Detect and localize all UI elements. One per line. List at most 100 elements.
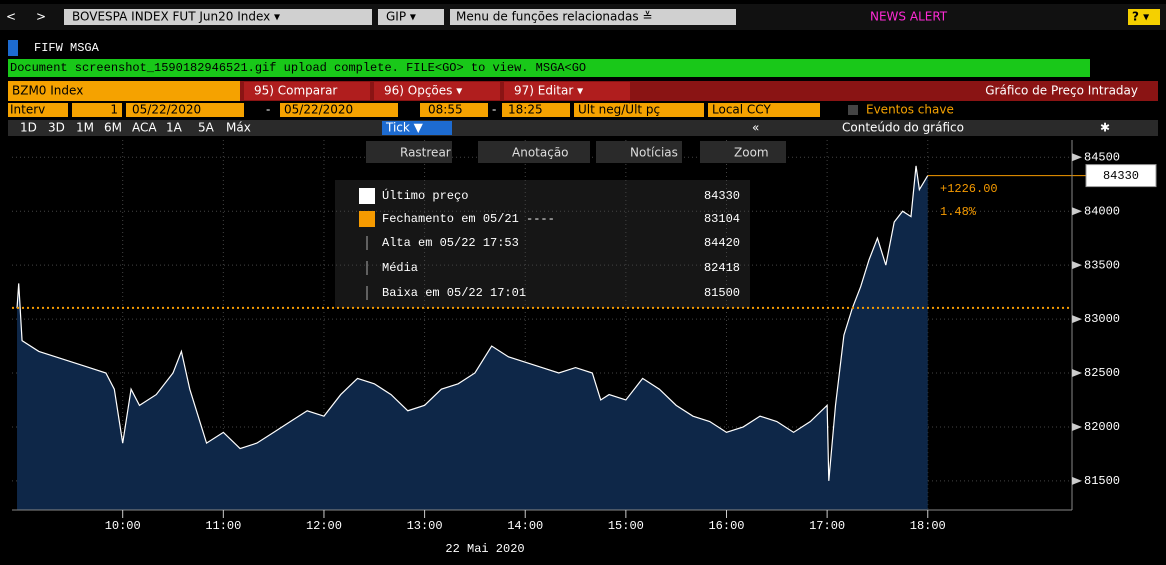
x-tick-label: 18:00 xyxy=(910,519,946,533)
tool[interactable]: Notícias xyxy=(630,146,678,160)
related[interactable]: Menu de funções relacionadas ≚ xyxy=(456,10,652,24)
events[interactable]: Eventos chave xyxy=(866,103,954,117)
menu-item[interactable]: 96) Opções ▾ xyxy=(384,84,462,98)
menu-button[interactable] xyxy=(244,82,370,100)
range-bar xyxy=(8,120,1158,136)
menu-item[interactable]: 97) Editar ▾ xyxy=(514,84,583,98)
start-date[interactable]: 05/22/2020 xyxy=(132,103,201,117)
last-price: 84330 xyxy=(1103,169,1139,183)
start-time[interactable]: 08:55 xyxy=(428,103,463,117)
tool[interactable]: Rastrear xyxy=(400,146,451,160)
y-tick xyxy=(1072,153,1082,162)
forward[interactable]: > xyxy=(36,10,46,24)
separator: - xyxy=(266,103,270,117)
start-time-box[interactable] xyxy=(420,103,488,117)
last-change: +1226.00 xyxy=(940,182,998,196)
legend-value: 84330 xyxy=(704,189,740,203)
y-tick-label: 84500 xyxy=(1084,150,1120,164)
legend-label: Último preço xyxy=(382,188,468,203)
page-title: Gráfico de Preço Intraday xyxy=(985,84,1138,98)
range-button[interactable]: 3D xyxy=(48,121,65,135)
legend-value: 81500 xyxy=(704,286,740,300)
y-tick-label: 82500 xyxy=(1084,366,1120,380)
legend-label: Alta em 05/22 17:53 xyxy=(382,236,519,250)
x-tick-label: 14:00 xyxy=(507,519,543,533)
end-time-box[interactable] xyxy=(502,103,570,117)
range-button[interactable]: 1A xyxy=(166,121,183,135)
tool-button[interactable] xyxy=(478,141,590,163)
last-change-pct: 1.48% xyxy=(940,205,977,219)
x-tick-label: 10:00 xyxy=(105,519,141,533)
menu-button[interactable] xyxy=(374,82,500,100)
range-button[interactable]: 1D xyxy=(20,121,37,135)
news-alert[interactable]: NEWS ALERT xyxy=(870,10,948,24)
last-price-box xyxy=(1085,164,1157,188)
x-tick-label: 15:00 xyxy=(608,519,644,533)
y-tick xyxy=(1072,476,1082,485)
y-tick xyxy=(1072,315,1082,324)
legend-swatch xyxy=(359,211,375,227)
start-date-box[interactable] xyxy=(126,103,244,117)
currency-box[interactable] xyxy=(708,103,820,117)
x-tick-label: 13:00 xyxy=(407,519,443,533)
legend-label: Fechamento em 05/21 ---- xyxy=(382,212,555,226)
separator: - xyxy=(492,103,496,117)
message: Document screenshot_1590182946521.gif up… xyxy=(10,61,586,75)
command: FIFW MSGA xyxy=(34,41,100,55)
end-date-box[interactable] xyxy=(280,103,398,117)
tool-button[interactable] xyxy=(596,141,682,163)
interval[interactable]: 1 xyxy=(110,103,118,117)
range-button[interactable]: 5A xyxy=(198,121,215,135)
range-button[interactable]: Tick ▼ xyxy=(385,121,424,135)
chart-contents[interactable]: Conteúdo do gráfico xyxy=(842,121,964,135)
security-menu-box[interactable] xyxy=(64,9,372,25)
interval-label-box xyxy=(8,103,68,117)
menu-button[interactable] xyxy=(504,82,630,100)
legend-value: 84420 xyxy=(704,236,740,250)
message-bar xyxy=(8,59,1090,77)
back[interactable]: < xyxy=(6,10,16,24)
range-button[interactable]: ACA xyxy=(132,121,157,135)
end-date[interactable]: 05/22/2020 xyxy=(284,103,353,117)
legend-value: 83104 xyxy=(704,212,740,226)
field[interactable]: Últ neg/Últ pç xyxy=(578,102,660,117)
tool-button[interactable] xyxy=(366,141,452,163)
related-box[interactable] xyxy=(450,9,736,25)
interval-box[interactable] xyxy=(72,103,122,117)
tool[interactable]: Anotação xyxy=(512,146,569,160)
range-button[interactable]: 6M xyxy=(104,121,122,135)
gip-box[interactable] xyxy=(378,9,444,25)
gip[interactable]: GIP ▾ xyxy=(386,10,416,24)
tool-button[interactable] xyxy=(700,141,786,163)
settings-icon[interactable]: ✱ xyxy=(1100,121,1110,135)
range-active xyxy=(382,121,452,135)
security: BZM0 Index xyxy=(12,84,83,98)
legend-value: 82418 xyxy=(704,261,740,275)
menu-item[interactable]: 95) Comparar xyxy=(254,84,337,98)
cursor xyxy=(8,40,18,56)
legend-label: Baixa em 05/22 17:01 xyxy=(382,286,526,300)
currency[interactable]: Local CCY xyxy=(712,103,771,117)
x-tick-label: 16:00 xyxy=(708,519,744,533)
range-button[interactable]: 1M xyxy=(76,121,94,135)
events-check[interactable] xyxy=(848,105,858,115)
collapse[interactable]: « xyxy=(752,121,759,135)
price-area xyxy=(17,165,928,510)
y-tick-label: 82000 xyxy=(1084,420,1120,434)
security-menu[interactable]: BOVESPA INDEX FUT Jun20 Index ▾ xyxy=(72,10,280,24)
x-axis-label: 22 Mai 2020 xyxy=(445,542,524,556)
x-tick-label: 12:00 xyxy=(306,519,342,533)
y-tick-label: 81500 xyxy=(1084,474,1120,488)
help-box[interactable] xyxy=(1128,9,1160,25)
y-tick-label: 84000 xyxy=(1084,204,1120,218)
range-button[interactable]: Máx xyxy=(226,121,251,135)
x-tick-label: 11:00 xyxy=(205,519,241,533)
interval-label: Interv xyxy=(10,103,45,117)
field-box[interactable] xyxy=(574,103,704,117)
end-time[interactable]: 18:25 xyxy=(508,103,543,117)
tool[interactable]: Zoom xyxy=(734,146,769,160)
y-tick-label: 83500 xyxy=(1084,258,1120,272)
security-box xyxy=(8,81,240,101)
help[interactable]: ? ▾ xyxy=(1132,10,1149,24)
